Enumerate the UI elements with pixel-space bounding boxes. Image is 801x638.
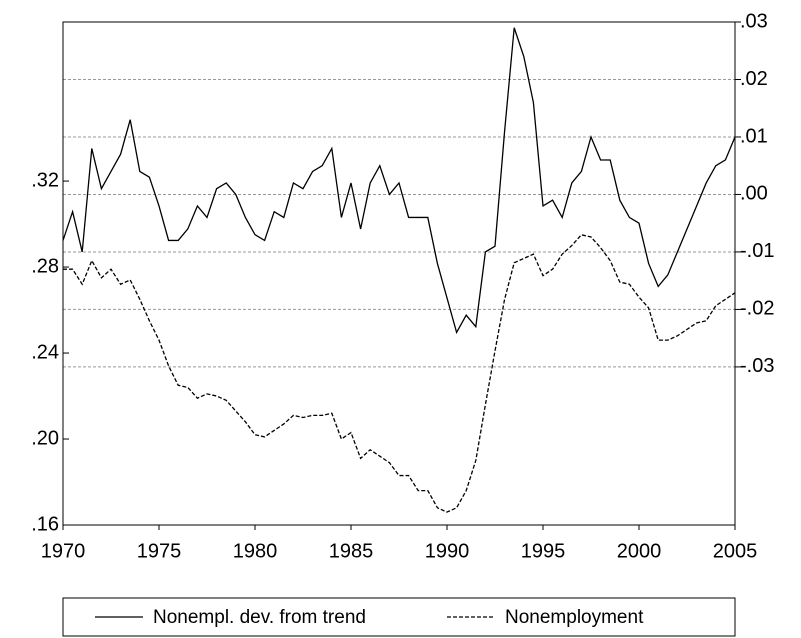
legend-label: Nonempl. dev. from trend bbox=[153, 607, 366, 628]
x-tick-label: 2005 bbox=[713, 540, 758, 562]
y-tick-label: .20 bbox=[31, 427, 59, 449]
x-tick-label: 1975 bbox=[137, 540, 182, 562]
x-tick-label: 1985 bbox=[329, 540, 374, 562]
y2-tick-label: -.02 bbox=[740, 298, 774, 320]
y-tick-label: .32 bbox=[31, 169, 59, 191]
plot-frame bbox=[62, 21, 736, 526]
legend-box bbox=[62, 597, 736, 637]
data-line bbox=[63, 234, 736, 513]
x-tick-label: 1995 bbox=[521, 540, 566, 562]
y2-tick-label: .02 bbox=[740, 68, 768, 90]
y2-tick-label: -.01 bbox=[740, 240, 774, 262]
y-tick-label: .16 bbox=[31, 513, 59, 535]
x-tick-label: 1970 bbox=[41, 540, 86, 562]
data-line bbox=[62, 27, 736, 335]
y2-tick-label: .03 bbox=[740, 10, 768, 32]
y2-tick-label: -.03 bbox=[740, 355, 774, 377]
x-tick-label: 2000 bbox=[617, 540, 662, 562]
y-tick-label: .28 bbox=[31, 255, 59, 277]
y-tick-label: .24 bbox=[31, 341, 59, 363]
legend: Nonempl. dev. from trend Nonemployment bbox=[62, 597, 736, 637]
legend-label: Nonemployment bbox=[505, 607, 644, 628]
x-tick-label: 1990 bbox=[425, 540, 470, 562]
y2-tick-label: .00 bbox=[740, 183, 768, 205]
x-tick-label: 1980 bbox=[233, 540, 278, 562]
y2-tick-label: .01 bbox=[740, 125, 768, 147]
